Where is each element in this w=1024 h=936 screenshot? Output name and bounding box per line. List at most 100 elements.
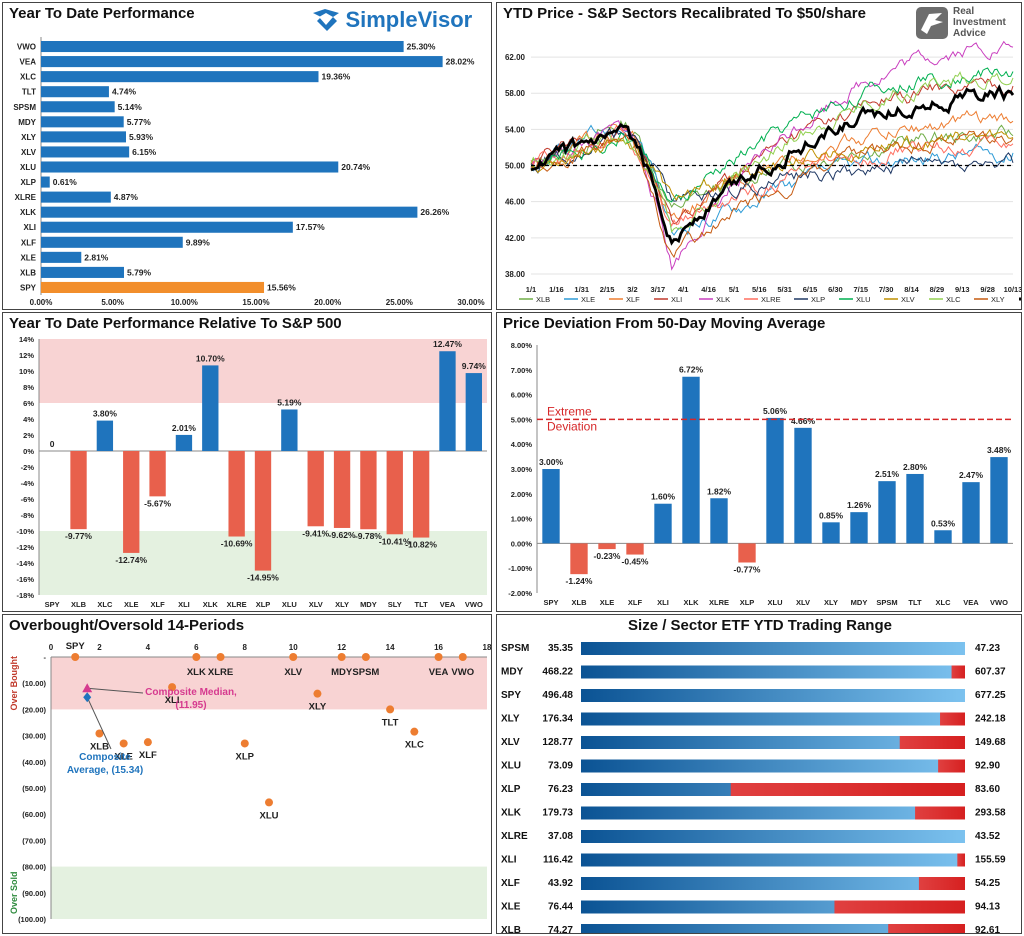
- drawdown-segment: [938, 759, 965, 773]
- low-value: 74.27: [548, 925, 573, 934]
- bar: [738, 543, 756, 563]
- category-label: MDY: [360, 600, 377, 609]
- scatter-point: [95, 729, 104, 738]
- range-bar: [581, 712, 965, 726]
- bar: [934, 530, 952, 544]
- x-tick-label: 7/15: [853, 285, 868, 294]
- point-label: VWO: [451, 667, 474, 678]
- data-label: -1.24%: [566, 576, 593, 586]
- x-tick-label: 5/31: [777, 285, 792, 294]
- point-label: MDY: [331, 667, 353, 678]
- range-bar: [581, 689, 965, 702]
- point-label: SPSM: [352, 667, 379, 678]
- category-label: XLP: [740, 598, 755, 607]
- range-bar: [581, 665, 965, 679]
- y-tick-label: -: [44, 653, 47, 662]
- x-tick-label: 5/1: [729, 285, 739, 294]
- bar: [202, 365, 219, 451]
- high-value: 83.60: [975, 784, 1000, 795]
- eagle-icon: [313, 9, 339, 31]
- series-line: [530, 125, 1014, 227]
- category-label: XLK: [684, 598, 700, 607]
- data-label: 4.66%: [791, 416, 816, 426]
- low-value: 43.92: [548, 878, 573, 889]
- category-label: XLK: [20, 208, 36, 217]
- high-value: 607.37: [975, 667, 1006, 678]
- bar: [175, 434, 193, 451]
- category-label: XLV: [796, 598, 810, 607]
- trading-range-title: Size / Sector ETF YTD Trading Range: [628, 617, 892, 634]
- overbought-band: [39, 339, 487, 403]
- bar: [41, 161, 339, 173]
- data-label: 4.74%: [112, 87, 137, 97]
- data-label: -10.69%: [221, 539, 253, 549]
- category-label: SPY: [20, 283, 37, 292]
- composite-average-label: Composite: [79, 752, 131, 763]
- data-label: 17.57%: [296, 222, 325, 232]
- low-value: 37.08: [548, 831, 573, 842]
- range-bar: [581, 853, 965, 867]
- category-label: VWO: [465, 600, 483, 609]
- point-label: SPY: [66, 641, 86, 652]
- low-value: 73.09: [548, 761, 573, 772]
- drawdown-segment: [899, 736, 965, 749]
- category-label: XLI: [657, 598, 669, 607]
- high-value: 92.61: [975, 925, 1000, 934]
- low-value: 76.44: [548, 902, 573, 913]
- high-value: 149.68: [975, 737, 1006, 748]
- trading-range-chart: SPSM 35.35 47.23 MDY 468.22 607.37 SPY 496.48 67…: [501, 642, 1006, 934]
- series-line: [530, 67, 1014, 203]
- x-tick-label: 20.00%: [314, 298, 341, 307]
- category-label: XLF: [21, 238, 36, 247]
- category-label: XLV: [21, 148, 37, 157]
- category-label: XLY: [21, 133, 36, 142]
- category-label: VEA: [963, 598, 979, 607]
- series-line: [530, 124, 1014, 236]
- series-line: [530, 71, 1014, 233]
- x-tick-label: 8/14: [904, 285, 919, 294]
- y-tick-label: -14%: [16, 559, 34, 568]
- legend-label: XLC: [946, 295, 961, 304]
- x-tick-label: 9/28: [980, 285, 995, 294]
- scatter-point: [265, 798, 273, 807]
- oversold-band: [51, 866, 487, 919]
- legend-label: XLB: [536, 295, 550, 304]
- data-label: 5.79%: [127, 267, 152, 277]
- bar: [906, 473, 924, 544]
- bar: [41, 131, 126, 143]
- bar: [626, 543, 644, 555]
- category-label: XLE: [20, 253, 36, 262]
- category-label: XLU: [20, 163, 36, 172]
- legend-label: XLRE: [761, 295, 781, 304]
- category-label: XLF: [151, 600, 166, 609]
- point-label: VEA: [429, 667, 449, 678]
- ticker-label: SPY: [501, 690, 521, 701]
- extreme-label: Extreme: [547, 404, 592, 418]
- bar: [465, 373, 482, 451]
- bar: [41, 281, 265, 293]
- composite-median-marker: [82, 683, 93, 693]
- x-tick-label: 16: [434, 643, 443, 652]
- price-deviation-panel: Price Deviation From 50-Day Moving Avera…: [496, 312, 1022, 612]
- category-label: XLB: [20, 268, 36, 277]
- data-label: 5.06%: [763, 406, 788, 416]
- y-tick-label: 58.00: [505, 89, 526, 98]
- y-tick-label: (10.00): [22, 679, 46, 688]
- x-tick-label: 0.00%: [30, 298, 53, 307]
- scatter-point: [458, 653, 467, 661]
- data-label: 3.00%: [539, 457, 564, 467]
- bar: [123, 451, 140, 553]
- data-label: 5.19%: [277, 397, 302, 407]
- low-value: 128.77: [542, 737, 573, 748]
- x-tick-label: 25.00%: [386, 298, 413, 307]
- y-tick-label: 3.00%: [511, 465, 533, 474]
- y-tick-label: -18%: [16, 591, 34, 600]
- bar: [254, 451, 272, 571]
- bar: [710, 498, 728, 544]
- x-tick-label: 0: [49, 643, 54, 652]
- range-bar: [581, 924, 965, 933]
- y-tick-label: 8.00%: [511, 341, 533, 350]
- point-label: XLRE: [208, 667, 233, 678]
- category-label: SPSM: [876, 598, 897, 607]
- y-tick-label: -10%: [16, 527, 34, 536]
